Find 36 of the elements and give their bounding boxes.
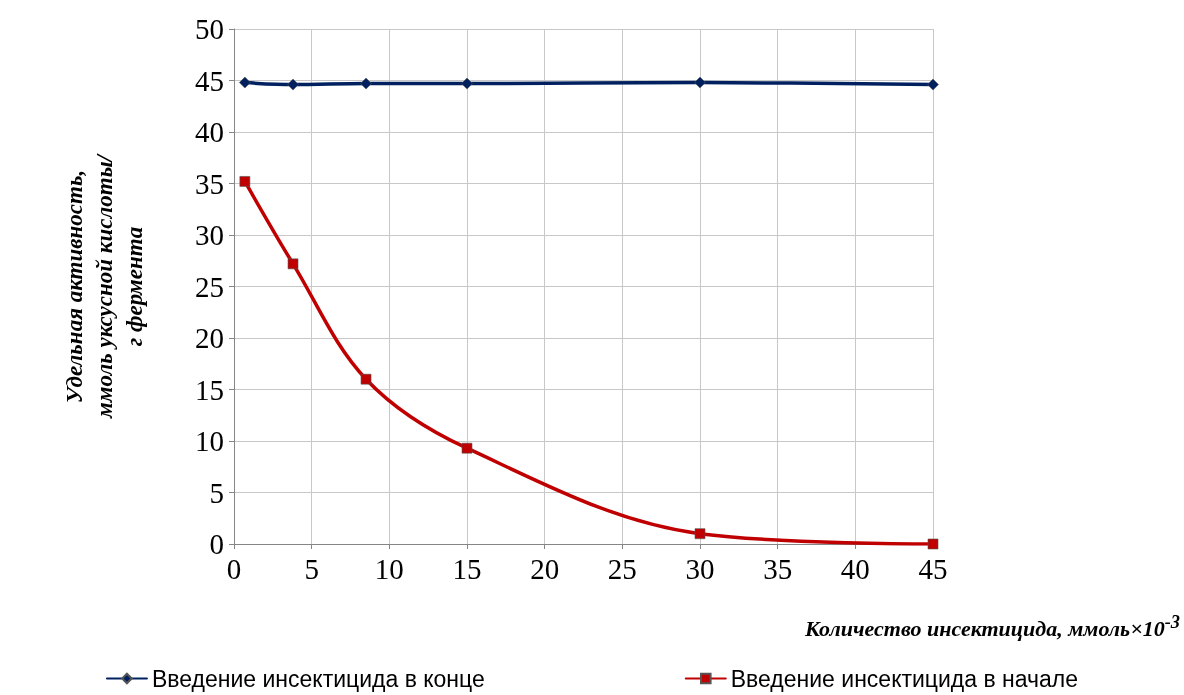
y-tick-label: 50: [195, 13, 224, 45]
point: [360, 77, 372, 90]
legend-label: Введение инсектицида в конце: [151, 665, 485, 692]
y-tick-label: 15: [195, 373, 224, 406]
y-tick-label: 45: [195, 64, 224, 97]
y-tick-label: 30: [195, 219, 224, 251]
x-tick-label: 30: [685, 552, 715, 585]
x-tick-label: 5: [304, 552, 319, 585]
x-tick-label: 25: [607, 552, 637, 585]
y-tick-label: 25: [195, 270, 224, 303]
x-tick-label: 35: [763, 552, 793, 585]
y-tick-label: 35: [195, 167, 224, 200]
x-tick-label: 10: [374, 552, 404, 585]
y-tick-label: 40: [195, 116, 224, 148]
point: [927, 78, 939, 91]
point: [694, 528, 706, 539]
point: [927, 538, 939, 550]
x-tick-label: 20: [530, 552, 560, 585]
point: [360, 373, 372, 385]
point: [239, 176, 251, 187]
x-tick-label: 45: [918, 552, 948, 585]
y-tick-label: 0: [209, 528, 224, 560]
y-axis-title: Удельная активность, ммоль уксусной кислоты/ г фермента: [61, 152, 147, 419]
y-tick-label: 10: [195, 425, 224, 457]
point: [287, 258, 299, 270]
y-tick-label: 5: [209, 476, 224, 509]
x-tick-label: 15: [452, 552, 482, 585]
legend-label: Введение инсектицида в начале: [730, 665, 1079, 692]
x-tick-label: 40: [840, 552, 870, 585]
point: [694, 76, 706, 89]
point: [461, 442, 473, 454]
y-tick-label: 20: [195, 322, 224, 354]
point: [461, 77, 473, 90]
point: [239, 76, 251, 89]
point: [287, 78, 299, 91]
x-axis-title: Количество инсектицида, ммоль×10$^{-3}$: [804, 612, 1180, 643]
